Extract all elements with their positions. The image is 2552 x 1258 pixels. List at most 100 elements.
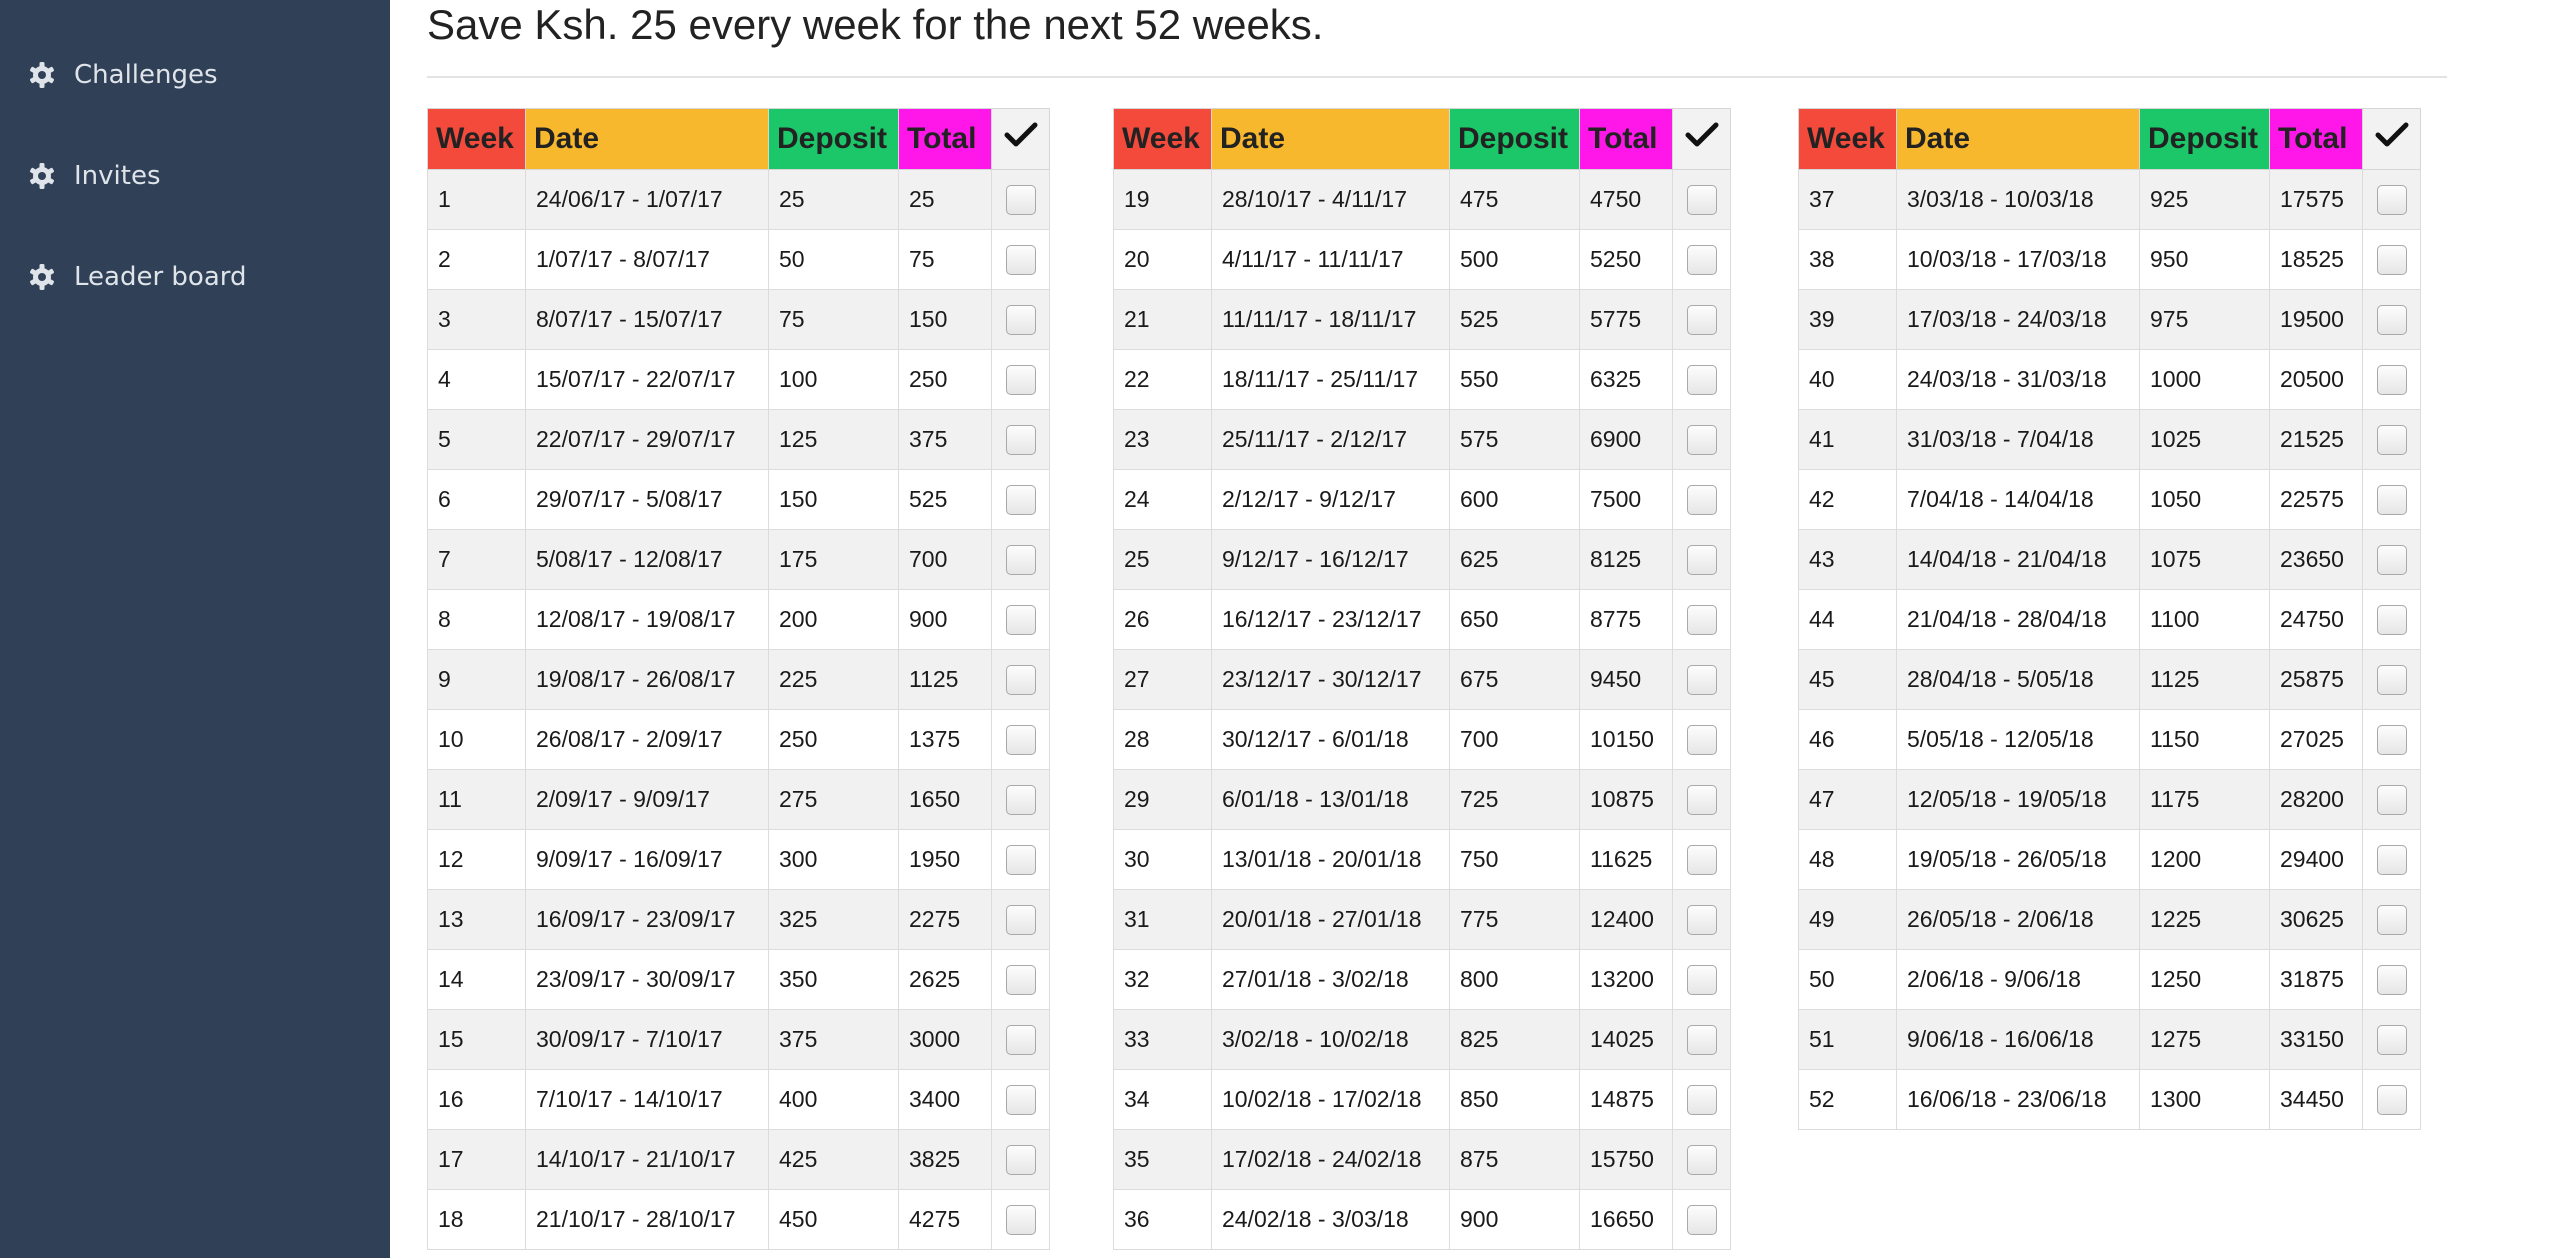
week-cell: 18 [427, 1189, 526, 1250]
sidebar-item-leader-board[interactable]: Leader board [28, 262, 247, 292]
checkbox-cell [2362, 769, 2421, 830]
week-cell: 1 [427, 169, 526, 230]
week-checkbox[interactable] [2376, 244, 2407, 275]
table-row: 52 16/06/18 - 23/06/18 1300 34450 [1798, 1069, 2421, 1130]
week-checkbox[interactable] [1005, 424, 1036, 455]
date-cell: 26/05/18 - 2/06/18 [1896, 889, 2140, 950]
total-cell: 7500 [1579, 469, 1673, 530]
week-checkbox[interactable] [1005, 184, 1036, 215]
week-cell: 47 [1798, 769, 1897, 830]
week-checkbox[interactable] [1686, 604, 1717, 635]
week-checkbox[interactable] [1005, 364, 1036, 395]
week-checkbox[interactable] [2376, 604, 2407, 635]
week-cell: 24 [1113, 469, 1212, 530]
week-checkbox[interactable] [1686, 1084, 1717, 1115]
week-checkbox[interactable] [2376, 484, 2407, 515]
week-checkbox[interactable] [1005, 724, 1036, 755]
deposit-cell: 550 [1449, 349, 1580, 410]
table-row: 9 19/08/17 - 26/08/17 225 1125 [427, 649, 1050, 710]
table-row: 34 10/02/18 - 17/02/18 850 14875 [1113, 1069, 1731, 1130]
week-checkbox[interactable] [1005, 304, 1036, 335]
date-cell: 19/08/17 - 26/08/17 [525, 649, 769, 710]
checkbox-cell [2362, 589, 2421, 650]
week-checkbox[interactable] [1005, 844, 1036, 875]
sidebar-item-invites[interactable]: Invites [28, 161, 161, 191]
week-cell: 48 [1798, 829, 1897, 890]
week-checkbox[interactable] [1686, 784, 1717, 815]
week-checkbox[interactable] [1686, 1024, 1717, 1055]
week-cell: 19 [1113, 169, 1212, 230]
week-checkbox[interactable] [1005, 484, 1036, 515]
week-checkbox[interactable] [1686, 1204, 1717, 1235]
deposit-cell: 275 [768, 769, 899, 830]
week-cell: 9 [427, 649, 526, 710]
week-checkbox[interactable] [1005, 244, 1036, 275]
week-checkbox[interactable] [1005, 604, 1036, 635]
total-cell: 28200 [2269, 769, 2363, 830]
total-cell: 27025 [2269, 709, 2363, 770]
week-checkbox[interactable] [1005, 784, 1036, 815]
sidebar-item-challenges[interactable]: Challenges [28, 60, 218, 90]
week-checkbox[interactable] [2376, 424, 2407, 455]
week-checkbox[interactable] [1686, 304, 1717, 335]
week-checkbox[interactable] [1686, 724, 1717, 755]
week-checkbox[interactable] [2376, 784, 2407, 815]
week-checkbox[interactable] [1005, 1084, 1036, 1115]
week-checkbox[interactable] [1686, 364, 1717, 395]
week-checkbox[interactable] [1686, 544, 1717, 575]
week-checkbox[interactable] [1005, 1024, 1036, 1055]
total-cell: 700 [898, 529, 992, 590]
week-cell: 15 [427, 1009, 526, 1070]
week-checkbox[interactable] [1005, 964, 1036, 995]
week-checkbox[interactable] [1005, 1144, 1036, 1175]
week-checkbox[interactable] [2376, 844, 2407, 875]
week-checkbox[interactable] [1005, 904, 1036, 935]
table-row: 8 12/08/17 - 19/08/17 200 900 [427, 589, 1050, 650]
week-checkbox[interactable] [1686, 964, 1717, 995]
week-checkbox[interactable] [1686, 184, 1717, 215]
week-checkbox[interactable] [1686, 844, 1717, 875]
checkbox-cell [1672, 289, 1731, 350]
week-checkbox[interactable] [1686, 1144, 1717, 1175]
checkbox-cell [991, 349, 1050, 410]
checkbox-cell [1672, 409, 1731, 470]
week-checkbox[interactable] [1686, 424, 1717, 455]
week-checkbox[interactable] [1686, 904, 1717, 935]
week-header: Week [1798, 108, 1897, 170]
week-cell: 21 [1113, 289, 1212, 350]
week-checkbox[interactable] [2376, 1024, 2407, 1055]
table-row: 5 22/07/17 - 29/07/17 125 375 [427, 409, 1050, 470]
table-header-row: Week Date Deposit Total [427, 108, 1050, 170]
total-cell: 14025 [1579, 1009, 1673, 1070]
week-checkbox[interactable] [1686, 484, 1717, 515]
week-checkbox[interactable] [2376, 724, 2407, 755]
week-checkbox[interactable] [1686, 664, 1717, 695]
total-cell: 4750 [1579, 169, 1673, 230]
deposit-header: Deposit [2139, 108, 2270, 170]
week-checkbox[interactable] [2376, 904, 2407, 935]
week-checkbox[interactable] [2376, 304, 2407, 335]
date-cell: 30/12/17 - 6/01/18 [1211, 709, 1450, 770]
title-divider [427, 76, 2447, 78]
checkbox-cell [991, 589, 1050, 650]
week-checkbox[interactable] [1686, 244, 1717, 275]
week-checkbox[interactable] [2376, 1084, 2407, 1115]
week-checkbox[interactable] [1005, 544, 1036, 575]
week-checkbox[interactable] [1005, 664, 1036, 695]
week-checkbox[interactable] [2376, 364, 2407, 395]
table-row: 24 2/12/17 - 9/12/17 600 7500 [1113, 469, 1731, 530]
week-cell: 5 [427, 409, 526, 470]
table-row: 4 15/07/17 - 22/07/17 100 250 [427, 349, 1050, 410]
week-checkbox[interactable] [2376, 964, 2407, 995]
week-checkbox[interactable] [2376, 664, 2407, 695]
table-row: 19 28/10/17 - 4/11/17 475 4750 [1113, 169, 1731, 230]
date-cell: 16/12/17 - 23/12/17 [1211, 589, 1450, 650]
week-checkbox[interactable] [1005, 1204, 1036, 1235]
table-row: 13 16/09/17 - 23/09/17 325 2275 [427, 889, 1050, 950]
week-cell: 31 [1113, 889, 1212, 950]
total-cell: 16650 [1579, 1189, 1673, 1250]
week-checkbox[interactable] [2376, 184, 2407, 215]
total-cell: 25875 [2269, 649, 2363, 710]
check-header [991, 108, 1050, 170]
week-checkbox[interactable] [2376, 544, 2407, 575]
